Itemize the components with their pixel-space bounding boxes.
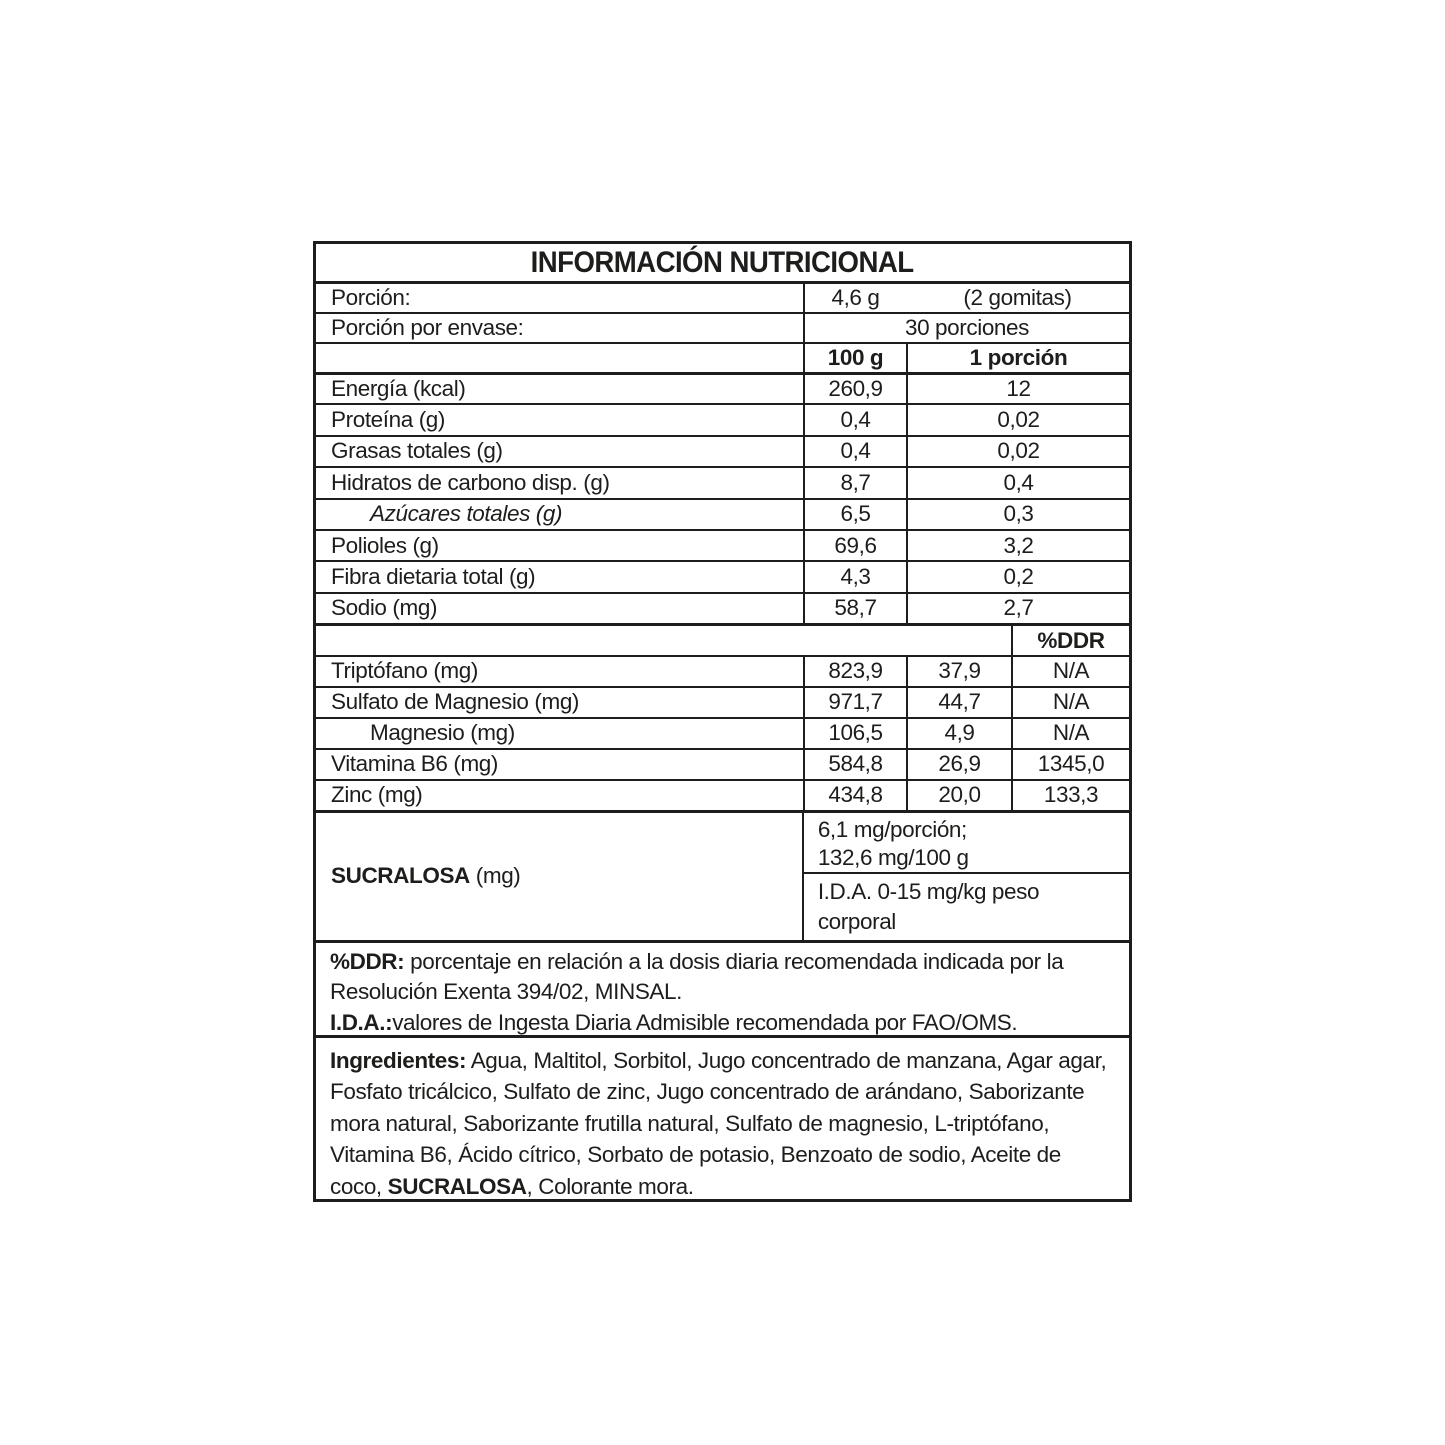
table-row: Vitamina B6 (mg) 584,8 26,9 1345,0 <box>316 747 1129 779</box>
serving-size-label: Porción: <box>331 285 411 310</box>
nutrient-label: Polioles (g) <box>331 532 439 558</box>
nutrition-facts-table: INFORMACIÓN NUTRICIONAL Porción: 4,6 g (… <box>313 241 1132 1202</box>
value-ddr: N/A <box>1011 718 1129 748</box>
ida-footnote-label: I.D.A.: <box>330 1009 393 1035</box>
value-100g: 434,8 <box>803 780 906 810</box>
value-serving: 0,02 <box>906 436 1129 467</box>
value-100g: 584,8 <box>803 749 906 779</box>
value-100g: 6,5 <box>803 499 906 529</box>
table-row: Energía (kcal) 260,9 12 <box>316 372 1129 404</box>
nutrient-label: Energía (kcal) <box>331 376 466 402</box>
value-100g: 8,7 <box>803 468 906 498</box>
servings-per-pack-value: 30 porciones <box>803 314 1129 342</box>
sucralose-amount-per-100g: 132,6 mg/100 g <box>817 844 969 870</box>
value-100g: 0,4 <box>803 405 906 435</box>
nutrient-label: Sulfato de Magnesio (mg) <box>331 689 580 715</box>
value-100g: 260,9 <box>803 375 906 404</box>
value-serving: 3,2 <box>906 530 1129 561</box>
value-serving: 26,9 <box>906 749 1011 779</box>
nutrient-label: Magnesio (mg) <box>370 720 515 746</box>
ddr-footnote-text: porcentaje en relación a la dosis diaria… <box>330 948 1064 1005</box>
ingredients-text: Ingredientes: Agua, Maltitol, Sorbitol, … <box>316 1038 1129 1202</box>
sucralose-ida: I.D.A. 0-15 mg/kg peso corporal <box>803 871 1129 940</box>
value-ddr: 133,3 <box>1011 780 1129 810</box>
nutrient-label: Triptófano (mg) <box>331 658 478 684</box>
servings-per-pack-label: Porción por envase: <box>331 315 524 340</box>
column-header-spacer <box>316 344 803 372</box>
table-title: INFORMACIÓN NUTRICIONAL <box>531 245 914 279</box>
value-100g: 58,7 <box>803 593 906 624</box>
value-serving: 2,7 <box>906 593 1129 624</box>
ingredients-list-part1: Agua, Maltitol, Sorbitol, Jugo concentra… <box>330 1047 1107 1199</box>
table-row: Magnesio (mg) 106,5 4,9 N/A <box>316 716 1129 748</box>
table-row: Hidratos de carbono disp. (g) 8,7 0,4 <box>316 466 1129 498</box>
footnotes-row: %DDR: porcentaje en relación a la dosis … <box>316 939 1129 1035</box>
nutrient-label: Grasas totales (g) <box>331 438 503 464</box>
nutrient-label: Fibra dietaria total (g) <box>331 564 536 590</box>
serving-size-row: Porción: 4,6 g (2 gomitas) <box>316 281 1129 312</box>
value-serving: 37,9 <box>906 656 1011 686</box>
value-100g: 69,6 <box>803 530 906 561</box>
ida-footnote-text: valores de Ingesta Diaria Admisible reco… <box>392 1009 1018 1035</box>
sucralose-unit: (mg) <box>469 863 521 889</box>
value-serving: 0,2 <box>906 562 1129 592</box>
value-100g: 0,4 <box>803 436 906 467</box>
ingredients-label: Ingredientes: <box>330 1047 467 1073</box>
sucralose-amounts: 6,1 mg/porción; 132,6 mg/100 g <box>804 813 1129 872</box>
table-row: Polioles (g) 69,6 3,2 <box>316 528 1129 561</box>
table-row: Triptófano (mg) 823,9 37,9 N/A <box>316 654 1129 686</box>
value-serving: 0,02 <box>906 405 1129 435</box>
sucralose-row: SUCRALOSA (mg) 6,1 mg/porción; 132,6 mg/… <box>316 809 1129 940</box>
value-ddr: N/A <box>1011 687 1129 717</box>
ingredients-sucralose: SUCRALOSA <box>387 1173 527 1199</box>
ddr-header-label: %DDR <box>1011 626 1129 655</box>
nutrient-label: Proteína (g) <box>331 407 446 433</box>
value-ddr: N/A <box>1011 656 1129 686</box>
sucralose-amount-per-serving: 6,1 mg/porción; <box>817 816 967 842</box>
value-serving: 44,7 <box>906 687 1011 717</box>
value-serving: 20,0 <box>906 780 1011 810</box>
sucralose-values: 6,1 mg/porción; 132,6 mg/100 g I.D.A. 0-… <box>801 812 1129 940</box>
value-100g: 823,9 <box>803 656 906 686</box>
value-serving: 0,3 <box>906 499 1129 529</box>
table-row: Zinc (mg) 434,8 20,0 133,3 <box>316 778 1129 810</box>
nutrient-label: Sodio (mg) <box>331 595 438 621</box>
nutrient-label: Hidratos de carbono disp. (g) <box>331 469 610 495</box>
nutrient-label: Azúcares totales (g) <box>370 501 563 527</box>
footnotes-text: %DDR: porcentaje en relación a la dosis … <box>316 943 1129 1035</box>
ingredients-row: Ingredientes: Agua, Maltitol, Sorbitol, … <box>316 1034 1129 1202</box>
value-serving: 12 <box>906 375 1129 404</box>
value-100g: 4,3 <box>803 562 906 592</box>
table-row: Grasas totales (g) 0,4 0,02 <box>316 434 1129 467</box>
sucralose-name: SUCRALOSA <box>331 863 470 889</box>
table-row: Proteína (g) 0,4 0,02 <box>316 403 1129 435</box>
table-row: Fibra dietaria total (g) 4,3 0,2 <box>316 560 1129 592</box>
table-row: Sulfato de Magnesio (mg) 971,7 44,7 N/A <box>316 685 1129 717</box>
serving-size-value: 4,6 g <box>803 284 906 312</box>
serving-size-note: (2 gomitas) <box>963 285 1072 310</box>
value-100g: 106,5 <box>803 718 906 748</box>
value-serving: 0,4 <box>906 468 1129 498</box>
column-header-100g: 100 g <box>803 344 906 372</box>
ddr-header-spacer <box>316 626 1011 655</box>
table-row: Sodio (mg) 58,7 2,7 <box>316 591 1129 624</box>
column-header-row: 100 g 1 porción <box>316 342 1129 372</box>
servings-per-pack-row: Porción por envase: 30 porciones <box>316 312 1129 342</box>
table-row: Azúcares totales (g) 6,5 0,3 <box>316 497 1129 529</box>
value-serving: 4,9 <box>906 718 1011 748</box>
table-title-row: INFORMACIÓN NUTRICIONAL <box>316 244 1129 281</box>
ddr-footnote-label: %DDR: <box>330 948 405 974</box>
nutrient-label: Zinc (mg) <box>331 782 423 808</box>
ddr-header-row: %DDR <box>316 623 1129 655</box>
column-header-1porcion: 1 porción <box>906 344 1129 372</box>
nutrient-label: Vitamina B6 (mg) <box>331 751 498 777</box>
value-100g: 971,7 <box>803 687 906 717</box>
value-ddr: 1345,0 <box>1011 749 1129 779</box>
ingredients-list-part2: , Colorante mora. <box>526 1173 694 1199</box>
sucralose-label: SUCRALOSA (mg) <box>316 813 802 940</box>
